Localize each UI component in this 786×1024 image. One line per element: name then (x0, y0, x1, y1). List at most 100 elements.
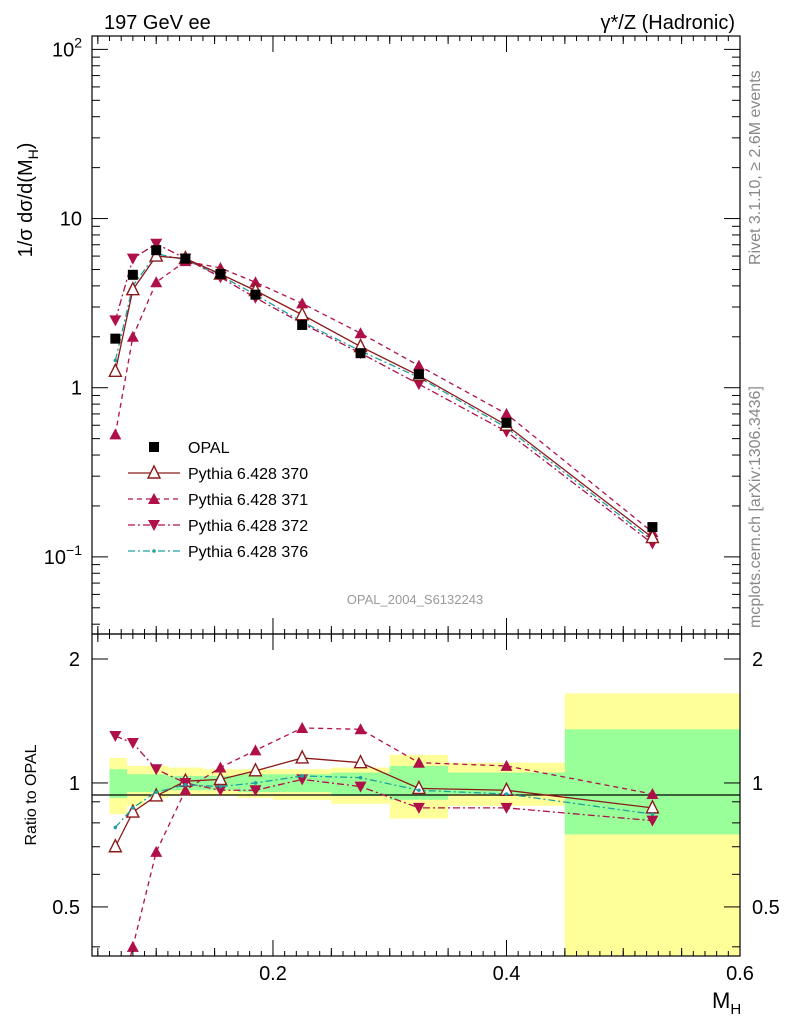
ratio-series-0-point (353, 754, 368, 769)
main-series-4-point (113, 358, 118, 363)
ratio-series-2-point (150, 764, 163, 776)
ratio-series-0-point (213, 770, 228, 786)
legend-marker (148, 520, 160, 531)
main-series-3-point (150, 238, 163, 250)
main-series-0-point (355, 348, 366, 359)
main-series-0-point (110, 333, 121, 344)
main-series-1-point (295, 306, 310, 321)
ratio-series-1-point (354, 723, 367, 735)
ratio-series-3-point (504, 792, 509, 796)
ratio-series-1-point (150, 845, 163, 857)
main-series-0-point (127, 269, 138, 280)
ratio-ytick-label-left: 2 (69, 649, 80, 671)
ratio-series-1-point (500, 759, 513, 771)
ratio-band-stat (144, 774, 168, 793)
ratio-ytick-label-right: 2 (752, 649, 763, 671)
main-series-2-point (249, 276, 262, 288)
main-series-0-point (250, 289, 261, 300)
analysis-watermark: OPAL_2004_S6132243 (347, 592, 483, 607)
main-series-2-point (354, 327, 367, 339)
ratio-series-2-point (500, 802, 513, 814)
main-series-2-point (150, 276, 163, 288)
legend-entry-label: Pythia 6.428 376 (188, 544, 308, 561)
header-left-label: 197 GeV ee (104, 12, 211, 34)
ratio-ylabel: Ratio to OPAL (23, 744, 40, 845)
main-series-1-point (108, 362, 123, 378)
ratio-series-0-point (108, 838, 123, 853)
main-series-4-line (114, 252, 653, 541)
legend-entry-label: Pythia 6.428 370 (188, 466, 308, 483)
main-plot-panel: 10−1 1 10 102 OPAL_2004_S6132243 1/σ dσ/d(M… (15, 34, 741, 635)
ratio-series-3-point (253, 781, 258, 785)
main-series-3-point (126, 253, 139, 265)
ratio-band-stat (127, 774, 145, 793)
main-series-0-point (501, 417, 512, 428)
ratio-series-3-point (417, 788, 421, 793)
legend: OPAL Pythia 6.428 370 Pythia 6.428 371 Pyth… (128, 440, 308, 561)
main-series-1-point (645, 529, 660, 544)
xtick-label: 0.2 (259, 963, 287, 985)
ratio-series-3-point (131, 806, 135, 810)
main-series-1-point (125, 281, 140, 296)
ratio-series-0-point (248, 762, 263, 777)
ratio-series-2-point (646, 815, 659, 827)
ratio-series-3-point (650, 812, 655, 816)
header-right-label: γ*/Z (Hadronic) (601, 12, 735, 34)
main-series-0-point (297, 319, 308, 330)
main-series-2-line (114, 260, 653, 533)
main-series-0-point (180, 253, 191, 264)
mcplots-label: mcplots.cern.ch [arXiv:1306.3436] (747, 386, 764, 628)
ratio-series-1-point (126, 940, 139, 952)
legend-marker (149, 442, 159, 452)
rivet-version-label: Rivet 3.1.10, ≥ 2.6M events (747, 70, 764, 265)
ratio-band-stat (109, 769, 128, 798)
main-series-2-point (296, 297, 309, 309)
main-ylabel: 1/σ dσ/d(MH) (15, 143, 41, 258)
main-series-2-point (126, 330, 139, 342)
main-series-2-point (109, 428, 122, 440)
main-series-2-point (500, 407, 513, 419)
ratio-series-0-point (295, 749, 310, 764)
main-series-0-point (647, 522, 658, 533)
main-series-0-point (413, 369, 424, 380)
main-ytick-label: 102 (52, 34, 82, 61)
ratio-series-1-point (214, 761, 227, 773)
legend-entry-label: OPAL (188, 440, 230, 457)
ratio-plot-panel: 0.5 0.5 1 1 2 2 0.2 0.4 0.6 Ratio to OPAL MH (23, 633, 780, 1018)
main-series-0-point (151, 245, 162, 256)
ratio-series-2-point (126, 738, 139, 750)
legend-entry-label: Pythia 6.428 371 (188, 492, 308, 509)
xtick-label: 0.4 (493, 963, 521, 985)
ratio-series-1-point (249, 744, 262, 756)
ratio-ytick-label-right: 0.5 (752, 897, 780, 919)
ratio-series-2-point (296, 774, 309, 786)
legend-marker (152, 549, 156, 553)
ratio-series-3-point (113, 825, 118, 830)
ratio-series-0-point (149, 787, 164, 802)
x-axis-label: MH (712, 988, 741, 1018)
ratio-series-2-point (214, 785, 227, 797)
ratio-series-3-point (358, 775, 363, 780)
legend-marker (148, 493, 160, 504)
ratio-series-1-point (412, 756, 425, 768)
main-series-3-point (412, 379, 425, 391)
ratio-ytick-label-left: 0.5 (52, 897, 80, 919)
ratio-series-3-point (218, 784, 223, 789)
main-ytick-label: 10−1 (44, 542, 82, 569)
ratio-ytick-label-left: 1 (69, 773, 80, 795)
ratio-series-0-point (411, 779, 427, 795)
ratio-series-3-point (300, 774, 304, 778)
main-series-0-point (215, 269, 226, 280)
main-series-3-point (109, 315, 122, 327)
main-ytick-label: 10 (60, 209, 82, 231)
ratio-series-1-point (296, 721, 309, 733)
ratio-series-2-point (354, 781, 367, 793)
legend-entry-label: Pythia 6.428 372 (188, 518, 308, 535)
main-ytick-label: 1 (71, 378, 82, 400)
legend-marker (146, 464, 162, 479)
ratio-series-3-point (183, 782, 188, 787)
ratio-series-2-point (249, 785, 262, 797)
ratio-series-3-point (154, 790, 159, 794)
ratio-plot-frame (91, 633, 741, 957)
